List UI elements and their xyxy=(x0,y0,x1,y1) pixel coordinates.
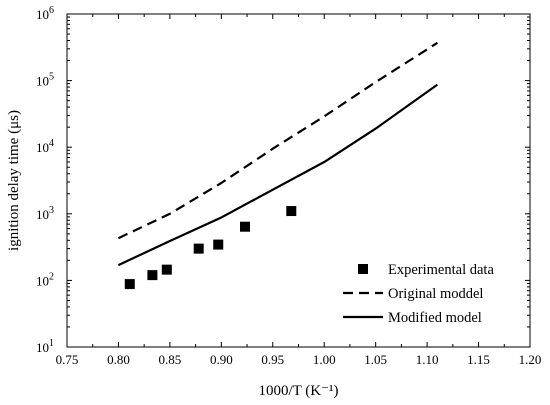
legend-marker-experimental xyxy=(358,264,368,274)
y-tick-label: 106 xyxy=(36,5,54,22)
x-tick-label: 1.05 xyxy=(364,352,387,367)
original-model-line xyxy=(117,41,438,240)
y-tick-label: 103 xyxy=(36,205,54,222)
y-tick-label: 102 xyxy=(36,271,54,288)
experimental-data-point xyxy=(286,206,297,217)
legend-label: Original moddel xyxy=(388,286,483,302)
x-tick-label: 1.20 xyxy=(519,352,542,367)
x-tick-label: 0.80 xyxy=(107,352,130,367)
x-tick-label: 0.95 xyxy=(261,352,284,367)
y-tick-label: 105 xyxy=(36,72,54,89)
modified-model-line xyxy=(117,83,439,267)
x-tick-label: 0.85 xyxy=(159,352,182,367)
x-axis-label: 1000/T (K⁻¹) xyxy=(258,383,338,399)
y-axis-ticks: 101 102 103 104 105 106 xyxy=(36,5,530,355)
x-tick-label: 1.10 xyxy=(416,352,439,367)
experimental-data-point xyxy=(193,243,204,254)
legend: Experimental data Original moddel Modified… xyxy=(343,262,494,326)
y-tick-label: 101 xyxy=(36,338,54,355)
x-tick-label: 1.15 xyxy=(467,352,490,367)
data-series-group xyxy=(117,41,439,290)
y-axis-label: ignition delay time (μs) xyxy=(6,110,22,251)
x-tick-label: 1.00 xyxy=(313,352,336,367)
legend-label: Modified model xyxy=(388,310,482,326)
x-tick-label: 0.90 xyxy=(210,352,233,367)
y-tick-label: 104 xyxy=(36,138,54,155)
x-axis-ticks: 0.75 0.80 0.85 0.90 0.95 1.00 1.05 1.10 1.15 1.20 xyxy=(56,14,542,367)
x-tick-label: 0.75 xyxy=(56,352,79,367)
legend-label: Experimental data xyxy=(388,262,494,278)
experimental-data-point xyxy=(161,264,172,275)
experimental-data-point xyxy=(213,239,224,250)
experimental-data-point xyxy=(239,221,250,232)
experimental-data-point xyxy=(147,270,158,281)
experimental-data-point xyxy=(124,279,135,290)
